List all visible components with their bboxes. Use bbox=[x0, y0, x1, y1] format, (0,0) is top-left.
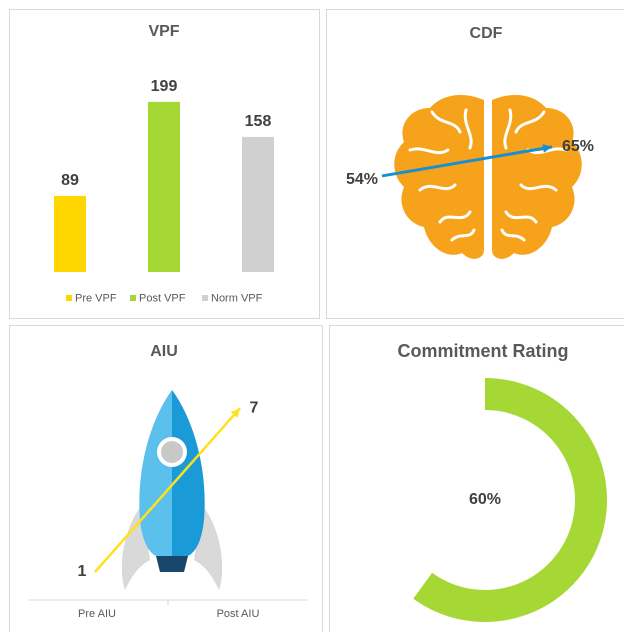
value-label: 1 bbox=[78, 563, 87, 580]
value-label: 60% bbox=[469, 491, 501, 508]
value-label: 199 bbox=[151, 78, 178, 95]
legend-swatch bbox=[130, 295, 136, 301]
chart-title: VPF bbox=[148, 23, 179, 40]
value-label: 54% bbox=[346, 171, 378, 188]
legend-swatch bbox=[202, 295, 208, 301]
chart-title: CDF bbox=[470, 25, 503, 42]
legend-label: Post VPF bbox=[139, 292, 186, 304]
chart-title: AIU bbox=[150, 343, 178, 360]
legend-swatch bbox=[66, 295, 72, 301]
bar bbox=[54, 196, 86, 272]
value-label: 89 bbox=[61, 172, 79, 189]
legend-label: Pre VPF bbox=[75, 292, 117, 304]
x-tick-label: Post AIU bbox=[217, 608, 260, 620]
value-label: 7 bbox=[250, 399, 259, 416]
bar bbox=[148, 102, 180, 272]
value-label: 65% bbox=[562, 138, 594, 155]
legend-label: Norm VPF bbox=[211, 292, 263, 304]
dashboard: VPF CDF AIU Commitment Rating 89 Pre VPF 1… bbox=[0, 0, 624, 632]
bar bbox=[242, 137, 274, 272]
chart-title: Commitment Rating bbox=[398, 341, 569, 361]
value-label: 158 bbox=[245, 113, 272, 130]
x-tick-label: Pre AIU bbox=[78, 608, 116, 620]
